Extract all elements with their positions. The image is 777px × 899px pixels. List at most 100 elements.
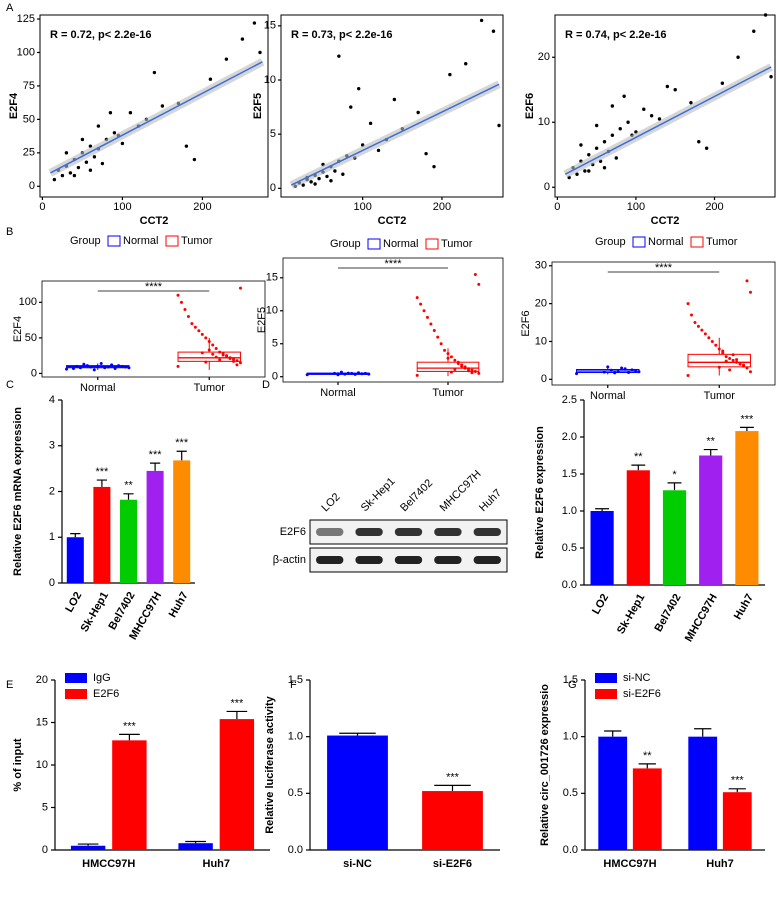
y-axis-label: Relative E2F6 expression [534, 426, 546, 559]
plot-frame [554, 14, 776, 198]
point [152, 70, 157, 75]
y-tick-label: 10 [538, 116, 550, 128]
annotation: R = 0.73, p< 2.2e-16 [291, 29, 393, 41]
point [224, 57, 229, 61]
point [429, 322, 433, 326]
y-tick-label: 125 [17, 13, 35, 25]
point [238, 286, 242, 290]
point [368, 121, 373, 126]
point [614, 156, 618, 160]
point [575, 172, 579, 176]
point [200, 332, 204, 336]
x-tick-label: 0 [554, 201, 560, 213]
point [341, 172, 345, 176]
significance: **** [145, 281, 163, 293]
plot-frame [282, 257, 504, 383]
point [392, 97, 397, 102]
point [473, 272, 477, 276]
point [728, 368, 732, 372]
error-bar [149, 462, 161, 471]
x-tick-label: Huh7 [706, 858, 734, 870]
y-tick-label: 10 [36, 759, 48, 771]
x-tick-label: LO2 [590, 592, 611, 617]
error-bar [185, 840, 206, 844]
x-tick-label: 200 [193, 201, 211, 213]
y-axis-label: E2F6 [520, 310, 532, 336]
point [309, 180, 313, 184]
legend-swatch [632, 236, 646, 248]
point [240, 37, 245, 41]
point [333, 169, 337, 173]
lane-label: LO2 [319, 491, 342, 514]
band [434, 556, 462, 564]
point [642, 107, 646, 111]
point [448, 72, 452, 77]
point [176, 293, 180, 297]
significance: *** [230, 697, 244, 709]
y-tick-label: 2.5 [562, 394, 577, 406]
error-bar [119, 733, 140, 741]
band [473, 528, 501, 536]
point [602, 140, 607, 144]
significance: **** [384, 258, 402, 270]
legend-title: Group [595, 236, 626, 248]
y-tick-label: 1.0 [288, 731, 303, 743]
point [80, 137, 85, 142]
point [460, 364, 464, 368]
legend-label: Tumor [181, 235, 213, 247]
box [177, 351, 241, 362]
box [416, 361, 480, 372]
y-tick-label: 20 [538, 51, 550, 63]
legend-swatch [595, 689, 617, 699]
x-axis-label: CCT2 [651, 215, 680, 227]
y-tick-label: 1.5 [563, 674, 578, 686]
point [720, 81, 725, 85]
bar [688, 736, 718, 850]
y-tick-label: 0 [31, 367, 37, 379]
legend-swatch [65, 673, 87, 683]
error-bar [595, 508, 610, 511]
lane-label: Huh7 [477, 487, 504, 514]
y-tick-label: 2.0 [562, 431, 577, 443]
y-tick-label: 50 [25, 332, 37, 344]
error-bar [434, 784, 471, 792]
y-axis-label: Relative circ_001726 expressio [539, 684, 551, 846]
point [714, 343, 718, 347]
error-bar [123, 493, 134, 500]
y-tick-label: 30 [535, 260, 547, 272]
plot-frame [39, 14, 269, 198]
y-tick-label: 0 [544, 181, 550, 193]
point [618, 127, 622, 131]
legend-swatch [425, 238, 439, 250]
panel-letter: B [6, 226, 13, 238]
panel-letter: A [6, 2, 14, 14]
significance: ** [634, 451, 643, 463]
y-tick-label: 0.5 [562, 542, 577, 554]
y-axis-label: E2F5 [252, 93, 264, 119]
point [208, 77, 213, 81]
fit-line [290, 83, 500, 186]
y-tick-label: 0 [270, 182, 276, 194]
point [425, 315, 429, 319]
point [349, 105, 353, 109]
x-tick-label: si-E2F6 [433, 858, 472, 870]
bar [662, 490, 687, 585]
bar [173, 460, 191, 583]
point [594, 146, 599, 150]
bar [66, 537, 84, 583]
legend-label: E2F6 [93, 688, 119, 700]
error-bar [694, 728, 712, 737]
x-axis-label: CCT2 [140, 215, 169, 227]
panel-letter: C [6, 379, 14, 391]
point [99, 361, 103, 365]
point [68, 171, 73, 175]
point [415, 296, 419, 300]
legend-label: si-E2F6 [623, 688, 661, 700]
point [325, 174, 329, 179]
band [316, 528, 344, 536]
point [752, 29, 756, 33]
point [700, 328, 704, 332]
significance: *** [731, 775, 745, 787]
error-bar [703, 448, 718, 456]
point [703, 332, 707, 336]
